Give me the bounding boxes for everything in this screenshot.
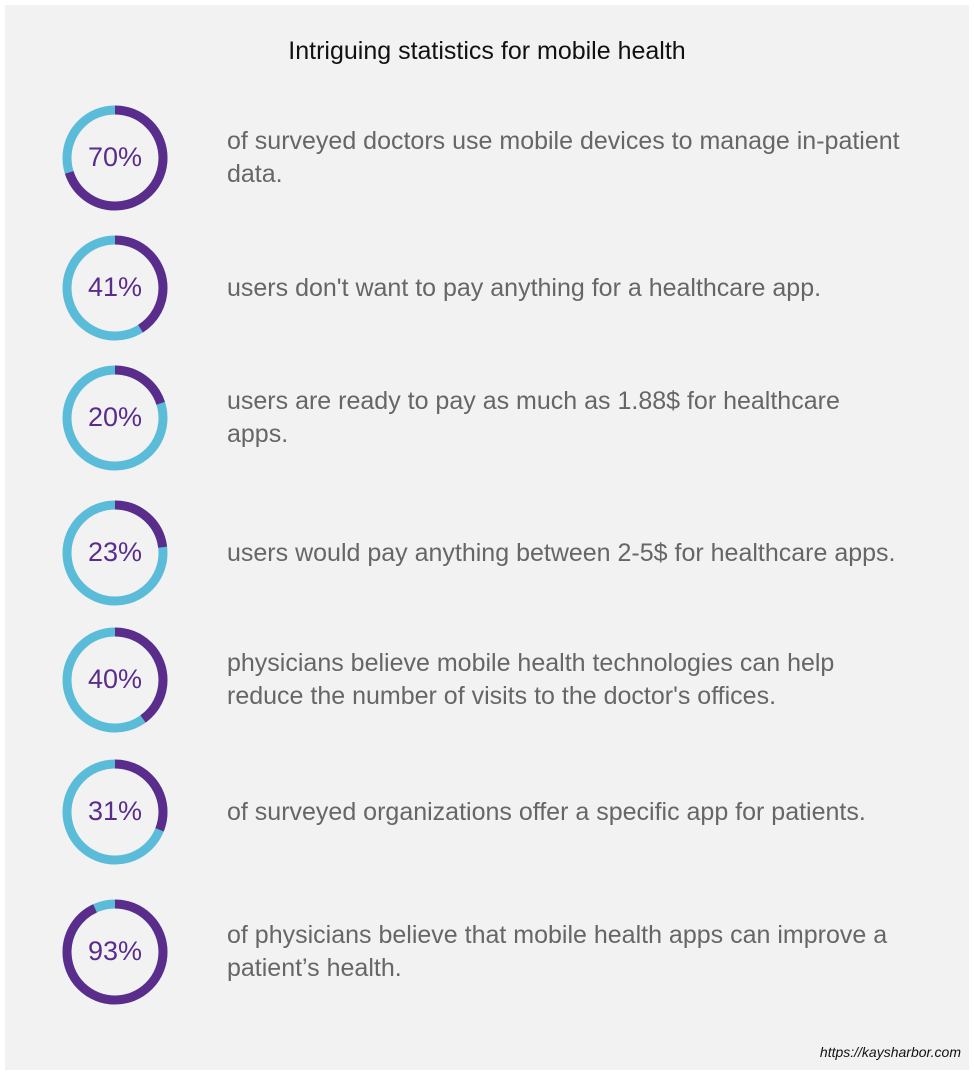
value-label: 41% [88, 272, 142, 302]
stat-row: 70% of surveyed doctors use mobile device… [55, 98, 955, 218]
title: Intriguing statistics for mobile health [288, 37, 686, 65]
stat-row: 40% physicians believe mobile health tech… [55, 620, 955, 740]
progress-ring: 70% [62, 105, 168, 211]
source: https://kaysharbor.com [819, 1044, 961, 1060]
stat-description: of surveyed doctors use mobile devices t… [227, 127, 900, 188]
stat-description: users don't want to pay anything for a h… [227, 273, 822, 302]
ring-arc [62, 899, 168, 1005]
stat-description: of surveyed organizations offer a specif… [227, 797, 866, 826]
stat-description: physicians believe mobile health technol… [227, 649, 835, 710]
progress-ring: 31% [62, 759, 168, 865]
value-label: 93% [88, 936, 142, 966]
stat-row: 31% of surveyed organizations offer a spe… [55, 752, 955, 872]
ring-arc [62, 105, 168, 211]
stat-row: 41% users don't want to pay anything for … [55, 228, 955, 348]
stat-row: 23% users would pay anything between 2-5$… [55, 493, 955, 613]
ring-arc [62, 365, 168, 471]
progress-ring: 41% [62, 235, 168, 341]
stat-row: 20% users are ready to pay as much as 1.8… [55, 358, 955, 478]
infographic: Intriguing statistics for mobile health … [5, 5, 969, 1070]
stat-description: of physicians believe that mobile health… [227, 921, 888, 982]
value-label: 20% [88, 402, 142, 432]
ring-arc [62, 627, 168, 733]
ring-arc [62, 500, 168, 606]
ring-arc [62, 235, 168, 341]
progress-ring: 20% [62, 365, 168, 471]
stat-description: users would pay anything between 2-5$ fo… [227, 538, 896, 567]
value-label: 31% [88, 796, 142, 826]
progress-ring: 93% [62, 899, 168, 1005]
progress-ring: 40% [62, 627, 168, 733]
value-label: 40% [88, 664, 142, 694]
stat-row: 93% of physicians believe that mobile hea… [55, 892, 955, 1012]
ring-arc [62, 759, 168, 865]
value-label: 23% [88, 537, 142, 567]
value-label: 70% [88, 142, 142, 172]
stat-description: users are ready to pay as much as 1.88$ … [227, 387, 840, 448]
progress-ring: 23% [62, 500, 168, 606]
